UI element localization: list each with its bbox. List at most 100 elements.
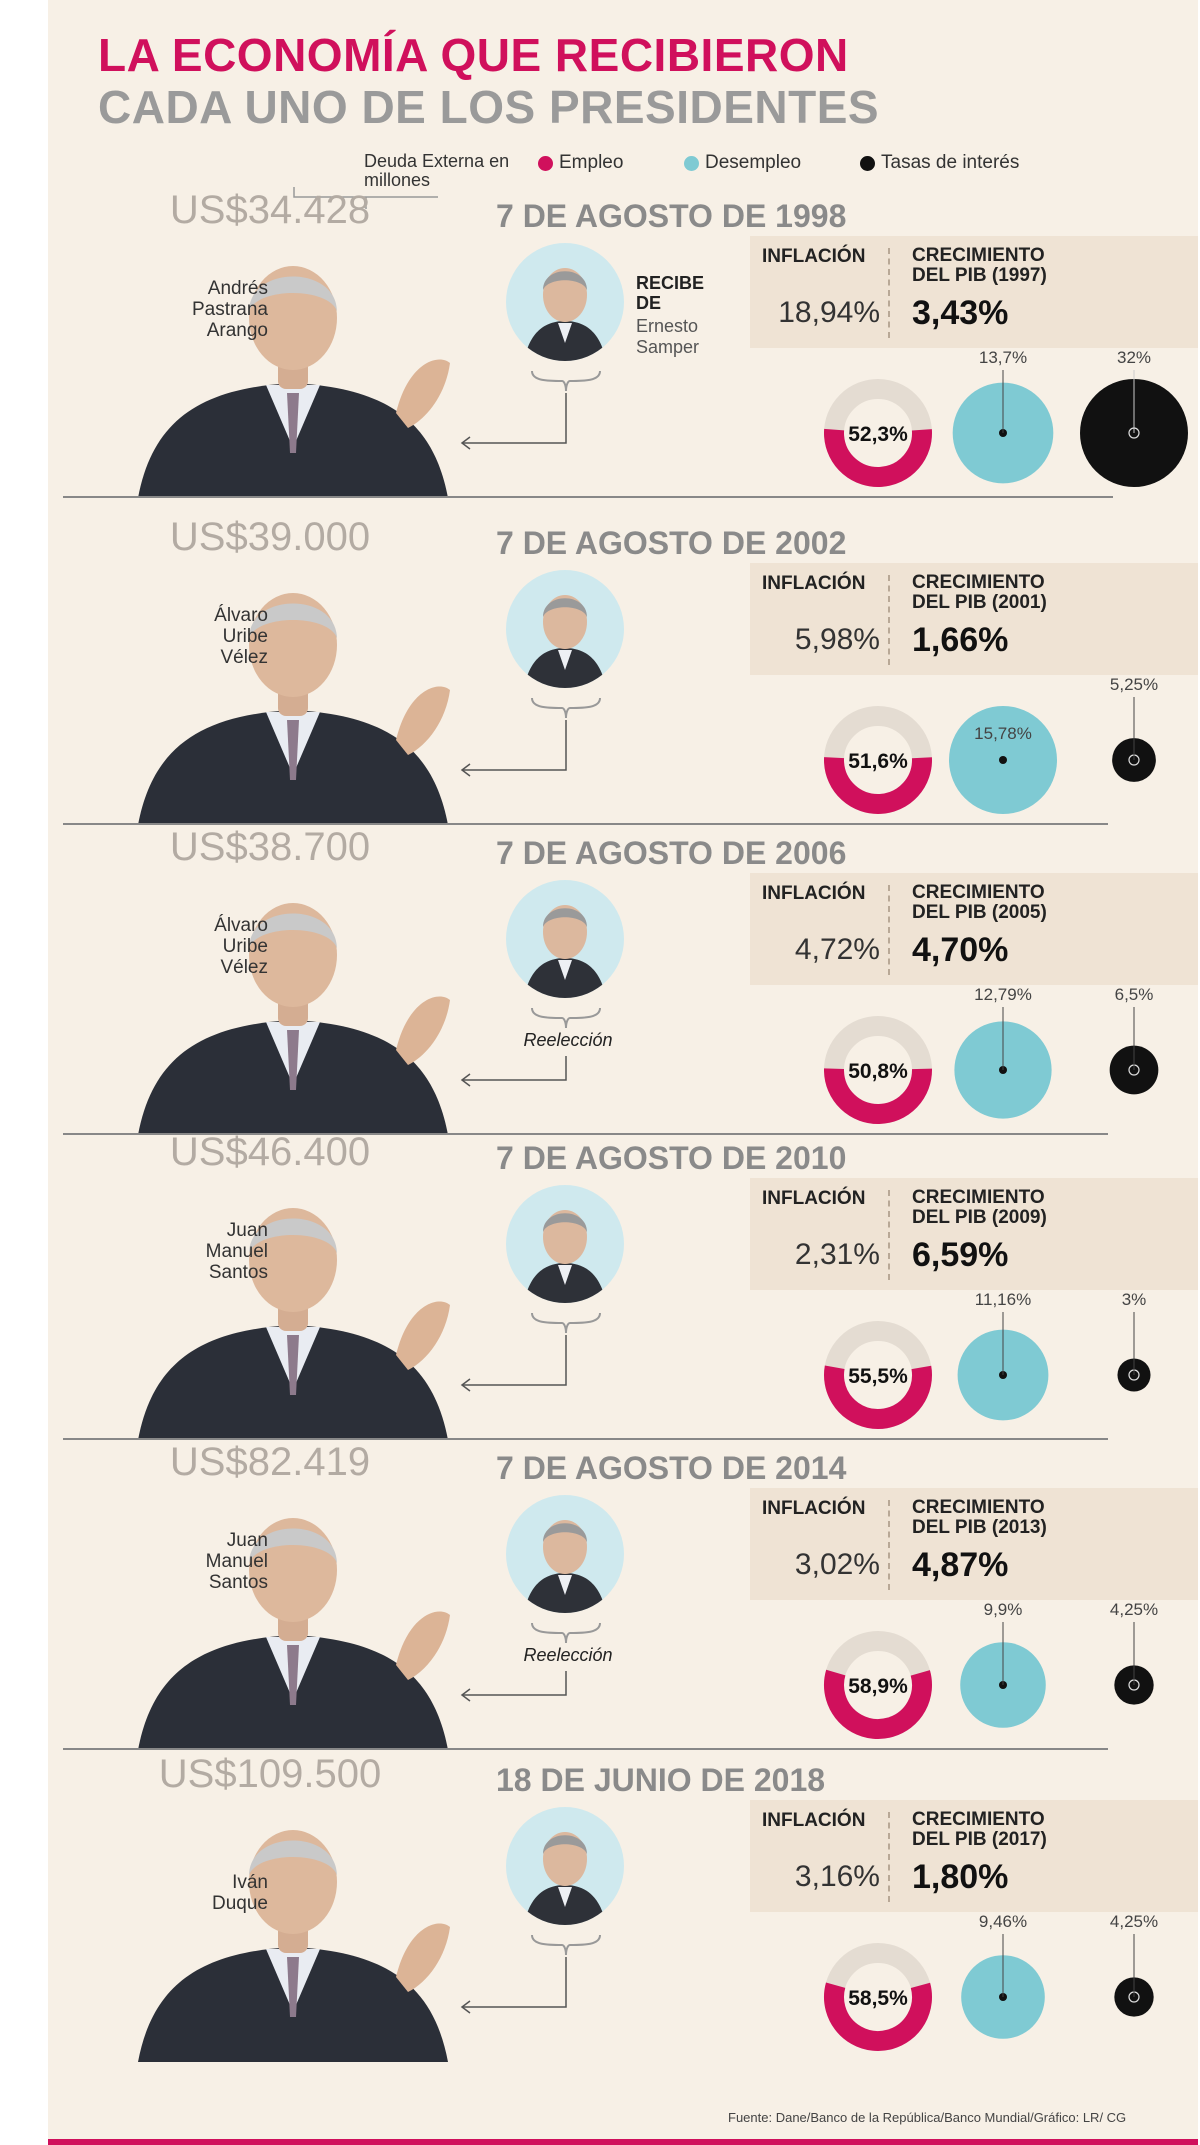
indicator-circles: 50,8% 12,79% 6,5% — [748, 985, 1198, 1135]
indicators-box: INFLACIÓN 2,31% CRECIMIENTO DEL PIB (200… — [750, 1178, 1198, 1290]
pib-label: CRECIMIENTO DEL PIB (2017) — [912, 1809, 1047, 1850]
desempleo-center-dot — [999, 756, 1007, 764]
inflation-label: INFLACIÓN — [762, 1810, 866, 1831]
pib-value: 3,43% — [912, 294, 1009, 332]
tasa-value: 6,5% — [1114, 985, 1154, 1004]
inflation-label: INFLACIÓN — [762, 1188, 866, 1209]
inflation-label: INFLACIÓN — [762, 883, 866, 904]
inauguration-date: 7 DE AGOSTO DE 2010 — [496, 1140, 847, 1176]
predecessor-portrait — [524, 268, 606, 361]
bottom-accent-bar — [48, 2139, 1198, 2145]
indicators-box: INFLACIÓN 3,16% CRECIMIENTO DEL PIB (201… — [750, 1800, 1198, 1912]
inauguration-date: 7 DE AGOSTO DE 2006 — [496, 835, 847, 871]
empleo-dot-icon — [538, 155, 553, 171]
predecessor-portrait — [524, 1832, 606, 1925]
indicator-circles: 58,9% 9,9% 4,25% — [748, 1600, 1198, 1750]
pib-label: CRECIMIENTO DEL PIB (2001) — [912, 572, 1047, 613]
arrow-icon — [460, 393, 567, 450]
pib-label: CRECIMIENTO DEL PIB (2005) — [912, 882, 1047, 923]
predecessor-portrait — [524, 1210, 606, 1303]
predecessor-photo — [506, 1807, 624, 1925]
circles-svg: 52,3% — [824, 370, 1188, 487]
president-name: Juan Manuel Santos — [205, 1530, 268, 1593]
president-section: US$39.000 7 DE AGOSTO DE 2002 Álvaro Uri… — [48, 515, 1198, 825]
desempleo-value: 13,7% — [978, 348, 1028, 367]
inflation-value: 18,94% — [778, 296, 880, 329]
box-divider — [888, 248, 890, 338]
circles-svg: 50,8% — [824, 1007, 1159, 1124]
inauguration-date: 7 DE AGOSTO DE 2014 — [496, 1450, 847, 1486]
empleo-donut-arc — [824, 1016, 932, 1124]
arrow-icon — [460, 1056, 567, 1087]
pib-label: CRECIMIENTO DEL PIB (1997) — [912, 245, 1047, 286]
indicators-box: INFLACIÓN 4,72% CRECIMIENTO DEL PIB (200… — [750, 873, 1198, 985]
empleo-value: 50,8% — [848, 1060, 908, 1083]
empleo-value: 55,5% — [848, 1365, 908, 1388]
inflation-value: 4,72% — [794, 933, 880, 966]
box-divider — [888, 1500, 890, 1590]
tasa-value: 5,25% — [1109, 675, 1159, 694]
brace-icon — [531, 1007, 601, 1029]
predecessor-name: Ernesto Samper — [636, 316, 700, 357]
box-divider — [888, 1812, 890, 1902]
inflation-label: INFLACIÓN — [762, 573, 866, 594]
legend-label-tasas: Tasas de interés — [881, 152, 1020, 173]
empleo-donut-arc — [824, 379, 932, 487]
president-photo — [138, 266, 450, 498]
external-debt: US$34.428 — [169, 188, 371, 232]
predecessor-portrait — [524, 905, 606, 998]
legend-item-desempleo: Desempleo — [684, 152, 801, 174]
reelection-label: Reelección — [523, 1645, 613, 1665]
desempleo-value: 11,16% — [974, 1290, 1032, 1309]
pib-label: CRECIMIENTO DEL PIB (2013) — [912, 1497, 1047, 1538]
brace-icon — [531, 370, 601, 392]
predecessor-photo — [506, 1495, 624, 1613]
indicators-box: INFLACIÓN 3,02% CRECIMIENTO DEL PIB (201… — [750, 1488, 1198, 1600]
predecessor-photo — [506, 243, 624, 361]
section-divider — [63, 1438, 1108, 1440]
arrow-icon — [460, 1671, 567, 1702]
source-note: Fuente: Dane/Banco de la República/Banco… — [728, 2110, 1127, 2125]
reelection-label: Reelección — [523, 1030, 613, 1050]
inflation-value: 2,31% — [794, 1238, 880, 1271]
inflation-label: INFLACIÓN — [762, 1498, 866, 1519]
box-divider — [888, 1190, 890, 1280]
section-divider — [63, 1748, 1108, 1750]
desempleo-value: 9,46% — [978, 1912, 1028, 1931]
president-name: Álvaro Uribe Vélez — [214, 915, 268, 978]
empleo-value: 52,3% — [848, 423, 908, 446]
legend-item-tasas: Tasas de interés — [860, 152, 1019, 174]
president-name: Juan Manuel Santos — [205, 1220, 268, 1283]
desempleo-value: 12,79% — [974, 985, 1032, 1004]
brace-icon — [531, 1312, 601, 1334]
president-photo — [138, 1518, 450, 1750]
inflation-value: 5,98% — [794, 623, 880, 656]
inflation-value: 3,16% — [794, 1860, 880, 1893]
external-debt: US$82.419 — [169, 1440, 371, 1484]
predecessor-photo — [506, 1185, 624, 1303]
arrow-icon — [460, 1335, 567, 1392]
tasa-value: 4,25% — [1109, 1600, 1159, 1619]
pib-value: 4,87% — [912, 1546, 1009, 1584]
box-divider — [888, 575, 890, 665]
empleo-value: 58,9% — [848, 1675, 908, 1698]
arrow-icon — [460, 1957, 567, 2014]
president-photo — [138, 593, 450, 825]
desempleo-dot-icon — [684, 155, 699, 171]
president-photo — [138, 1830, 450, 2062]
president-photo — [138, 903, 450, 1135]
desempleo-value: 9,9% — [983, 1600, 1023, 1619]
debt-note: Deuda Externa en millones — [364, 151, 510, 190]
circles-svg: 51,6% — [824, 697, 1156, 814]
president-name: Andrés Pastrana Arango — [191, 278, 268, 341]
inauguration-date: 7 DE AGOSTO DE 2002 — [496, 525, 847, 561]
pib-value: 4,70% — [912, 931, 1009, 969]
indicator-circles: 52,3% 13,7% 32% — [748, 348, 1198, 498]
legend-item-empleo: Empleo — [538, 152, 623, 174]
tasas-dot-icon — [860, 155, 875, 171]
title-line-1: LA ECONOMÍA QUE RECIBIERON — [98, 29, 849, 81]
section-divider — [63, 823, 1108, 825]
president-name: Iván Duque — [212, 1872, 268, 1914]
legend-label-desempleo: Desempleo — [705, 152, 802, 173]
empleo-value: 51,6% — [848, 750, 908, 773]
